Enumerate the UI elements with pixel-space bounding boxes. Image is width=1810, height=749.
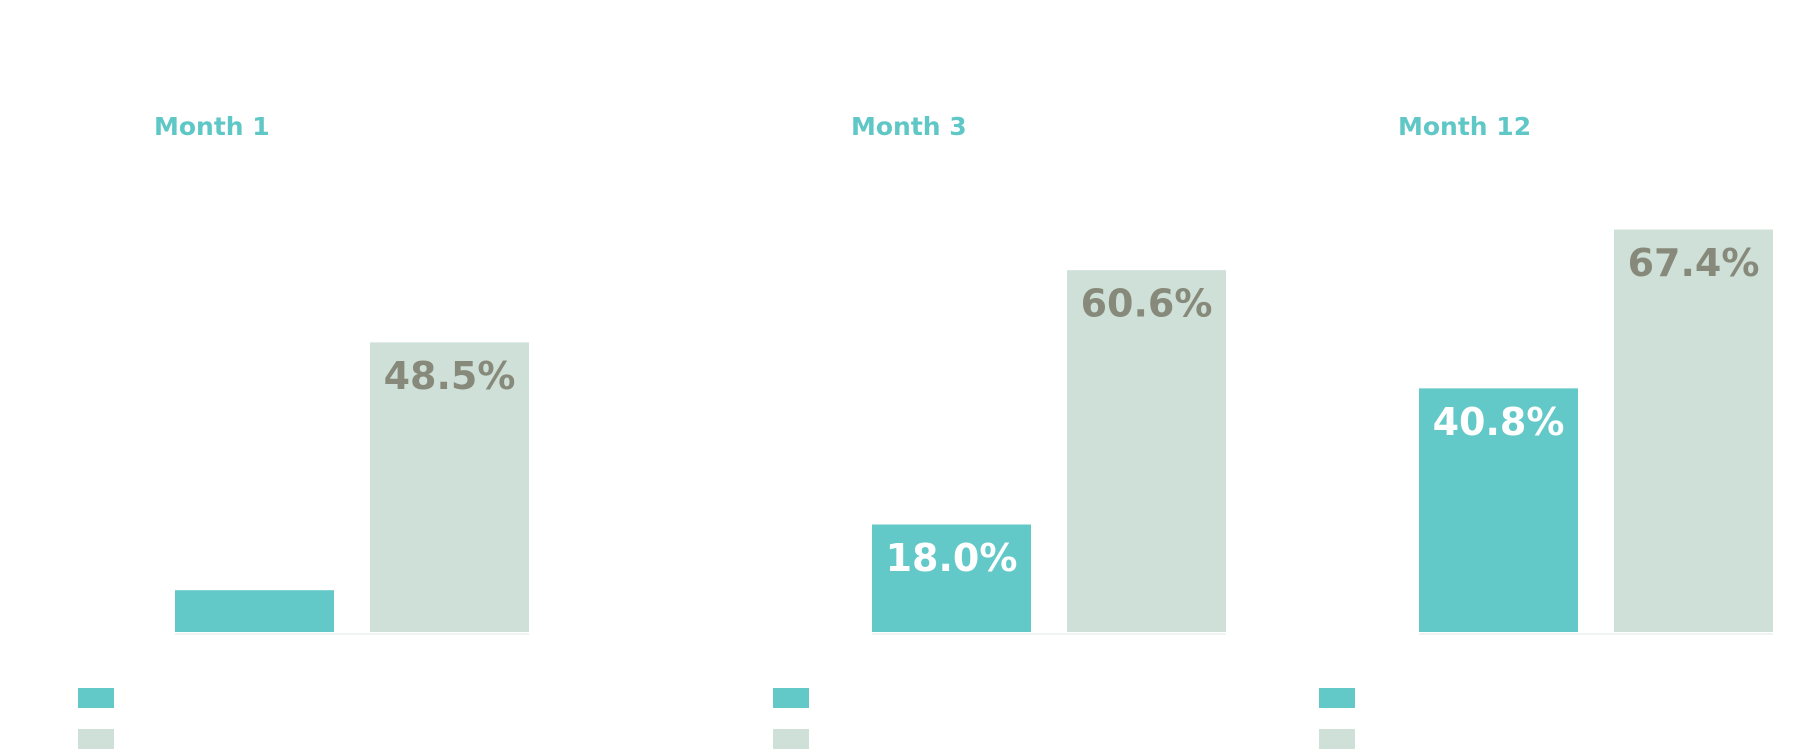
bar (370, 342, 529, 632)
bar (175, 590, 334, 632)
legend-swatch (78, 729, 114, 749)
bar (1419, 388, 1578, 632)
bar (872, 524, 1031, 632)
legend-swatch (773, 729, 809, 749)
value-label: 48.5% (384, 354, 516, 398)
bar (1614, 229, 1773, 633)
legend-swatch (78, 688, 114, 708)
value-label: 40.8% (1433, 400, 1565, 444)
chart-title: Month 3 (851, 112, 967, 141)
value-label: 18.0% (886, 536, 1018, 580)
legend-swatch (1319, 688, 1355, 708)
bar (1067, 270, 1226, 632)
value-label: 60.6% (1081, 282, 1213, 326)
chart-title: Month 1 (154, 112, 270, 141)
legend-swatch (1319, 729, 1355, 749)
value-label: 67.4% (1628, 241, 1760, 285)
legend-swatch (773, 688, 809, 708)
chart-title: Month 12 (1398, 112, 1531, 141)
